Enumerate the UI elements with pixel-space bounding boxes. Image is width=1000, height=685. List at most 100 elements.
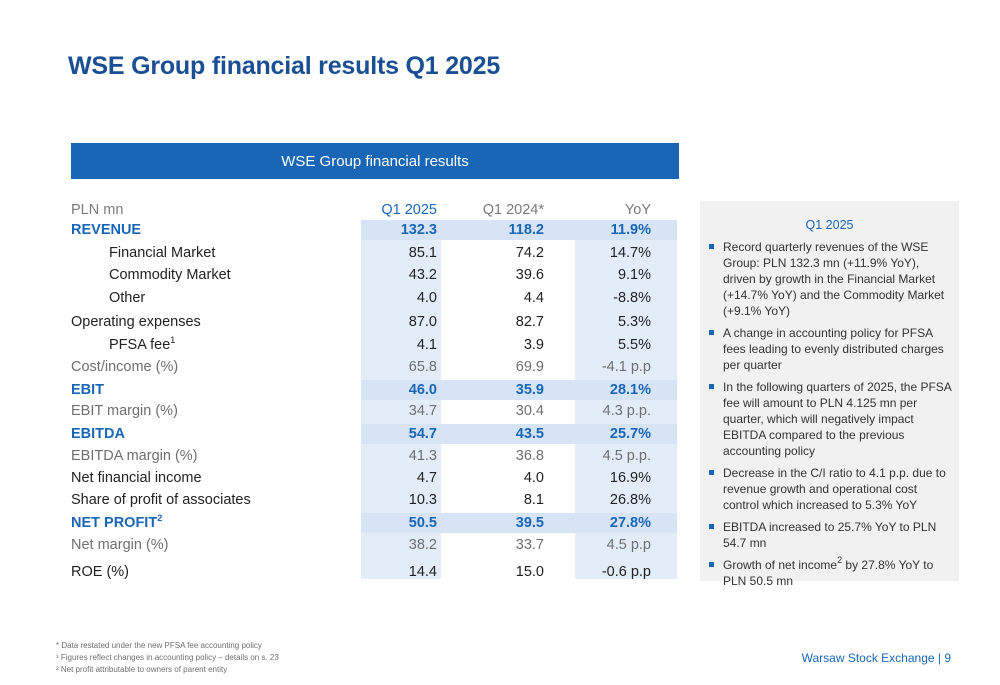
table-row: NET PROFIT2 50.5 39.5 27.8% <box>71 512 679 534</box>
table-row: Share of profit of associates 10.3 8.1 26.8… <box>71 489 679 511</box>
row-label-footnote-marker: 2 <box>157 513 163 523</box>
row-label: Other <box>109 287 145 309</box>
row-label-text: EBITDA margin (%) <box>71 448 198 464</box>
cell-yoy: 4.3 p.p. <box>602 403 651 419</box>
cell-q1-2025: 34.7 <box>408 403 437 419</box>
row-label-text: EBIT margin (%) <box>71 403 178 419</box>
highlighted-row-background <box>361 424 677 444</box>
row-label-text: Share of profit of associates <box>71 492 251 508</box>
row-label: ROE (%) <box>71 561 129 583</box>
side-panel-bullet: A change in accounting policy for PFSA f… <box>708 325 954 373</box>
cell-q1-2024: 69.9 <box>515 359 544 375</box>
cell-q1-2025: 46.0 <box>408 382 437 398</box>
cell-q1-2024: 8.1 <box>523 492 544 508</box>
table-row: Commodity Market 43.2 39.6 9.1% <box>71 264 679 286</box>
cell-q1-2025: 4.1 <box>416 337 437 353</box>
table-row: Net financial income 4.7 4.0 16.9% <box>71 467 679 489</box>
cell-yoy: 5.5% <box>617 337 651 353</box>
cell-q1-2024: 74.2 <box>515 245 544 261</box>
cell-q1-2025: 14.4 <box>408 564 437 580</box>
table-row: EBITDA 54.7 43.5 25.7% <box>71 423 679 445</box>
table-row: Other 4.0 4.4 -8.8% <box>71 287 679 309</box>
square-bullet-icon <box>709 524 714 529</box>
table-row: REVENUE 132.3 118.2 11.9% <box>71 219 679 241</box>
table-row: EBIT 46.0 35.9 28.1% <box>71 379 679 401</box>
cell-yoy: -8.8% <box>613 290 651 306</box>
cell-yoy: -4.1 p.p <box>601 359 651 375</box>
cell-q1-2025: 4.7 <box>416 470 437 486</box>
cell-yoy: -0.6 p.p <box>601 564 651 580</box>
cell-yoy: 4.5 p.p. <box>602 448 651 464</box>
cell-q1-2024: 43.5 <box>515 426 544 442</box>
highlighted-row-background <box>361 513 677 533</box>
highlighted-row-background <box>361 380 677 400</box>
row-label: NET PROFIT2 <box>71 512 162 534</box>
side-panel-bullet: Decrease in the C/I ratio to 4.1 p.p. du… <box>708 465 954 513</box>
cell-q1-2024: 30.4 <box>515 403 544 419</box>
bullet-footnote-marker: 2 <box>837 555 843 565</box>
footnote: * Data restated under the new PFSA fee a… <box>56 641 262 650</box>
cell-yoy: 27.8% <box>609 515 651 531</box>
table-row: Net margin (%) 38.2 33.7 4.5 p.p <box>71 534 679 556</box>
cell-q1-2024: 4.4 <box>523 290 544 306</box>
row-label-text: Commodity Market <box>109 267 231 283</box>
bullet-text: Decrease in the C/I ratio to 4.1 p.p. du… <box>723 466 946 512</box>
cell-q1-2025: 65.8 <box>408 359 437 375</box>
bullet-text: EBITDA increased to 25.7% YoY to PLN 54.… <box>723 520 937 550</box>
row-label: Financial Market <box>109 242 215 264</box>
side-panel-title: Q1 2025 <box>805 218 854 232</box>
row-label: REVENUE <box>71 219 141 241</box>
cell-q1-2025: 43.2 <box>408 267 437 283</box>
row-label-text: EBIT <box>71 382 105 398</box>
column-header-yoy: YoY <box>624 202 651 218</box>
cell-yoy: 16.9% <box>609 470 651 486</box>
table-row: EBIT margin (%) 34.7 30.4 4.3 p.p. <box>71 400 679 422</box>
cell-q1-2024: 36.8 <box>515 448 544 464</box>
table-row: Cost/income (%) 65.8 69.9 -4.1 p.p <box>71 356 679 378</box>
row-label: Commodity Market <box>109 264 231 286</box>
row-label: Cost/income (%) <box>71 356 178 378</box>
row-label: Share of profit of associates <box>71 489 251 511</box>
square-bullet-icon <box>709 330 714 335</box>
table-row: EBITDA margin (%) 41.3 36.8 4.5 p.p. <box>71 445 679 467</box>
row-label: EBIT margin (%) <box>71 400 178 422</box>
row-label-text: NET PROFIT <box>71 515 158 531</box>
highlighted-row-background <box>361 220 677 240</box>
row-label: Net financial income <box>71 467 202 489</box>
page-title: WSE Group financial results Q1 2025 <box>68 52 501 80</box>
row-label-text: Net financial income <box>71 470 202 486</box>
cell-q1-2025: 41.3 <box>408 448 437 464</box>
table-row: PFSA fee1 4.1 3.9 5.5% <box>71 334 679 356</box>
cell-q1-2024: 39.6 <box>515 267 544 283</box>
footnote: ¹ Figures reflect changes in accounting … <box>56 653 279 662</box>
footnotes: * Data restated under the new PFSA fee a… <box>56 640 279 676</box>
row-label-text: PFSA fee <box>109 337 171 353</box>
cell-q1-2024: 33.7 <box>515 537 544 553</box>
cell-q1-2024: 3.9 <box>523 337 544 353</box>
cell-q1-2024: 118.2 <box>508 222 545 238</box>
table-row: Operating expenses 87.0 82.7 5.3% <box>71 311 679 333</box>
row-label: PFSA fee1 <box>109 334 175 356</box>
bullet-text: Record quarterly revenues of the WSE Gro… <box>723 240 945 318</box>
side-panel-bullet: Record quarterly revenues of the WSE Gro… <box>708 239 954 319</box>
square-bullet-icon <box>709 562 714 567</box>
column-header-q1-2024: Q1 2024* <box>482 202 544 218</box>
row-label-text: Cost/income (%) <box>71 359 179 375</box>
cell-yoy: 5.3% <box>617 314 651 330</box>
cell-q1-2025: 85.1 <box>408 245 437 261</box>
row-label: Operating expenses <box>71 311 201 333</box>
row-label: EBITDA margin (%) <box>71 445 198 467</box>
row-label-text: Other <box>109 290 146 306</box>
cell-q1-2025: 10.3 <box>408 492 437 508</box>
cell-yoy: 25.7% <box>609 426 651 442</box>
side-panel: Q1 2025 Record quarterly revenues of the… <box>700 201 959 588</box>
side-panel-bullet: Growth of net income2 by 27.8% YoY to PL… <box>708 555 954 589</box>
cell-yoy: 28.1% <box>609 382 651 398</box>
cell-q1-2025: 50.5 <box>408 515 437 531</box>
bullet-text-before: Growth of net income <box>723 558 838 572</box>
cell-q1-2024: 15.0 <box>515 564 544 580</box>
cell-q1-2025: 87.0 <box>408 314 437 330</box>
side-panel-bullet: In the following quarters of 2025, the P… <box>708 379 954 459</box>
row-label-text: EBITDA <box>71 426 125 442</box>
table-row: Financial Market 85.1 74.2 14.7% <box>71 242 679 264</box>
